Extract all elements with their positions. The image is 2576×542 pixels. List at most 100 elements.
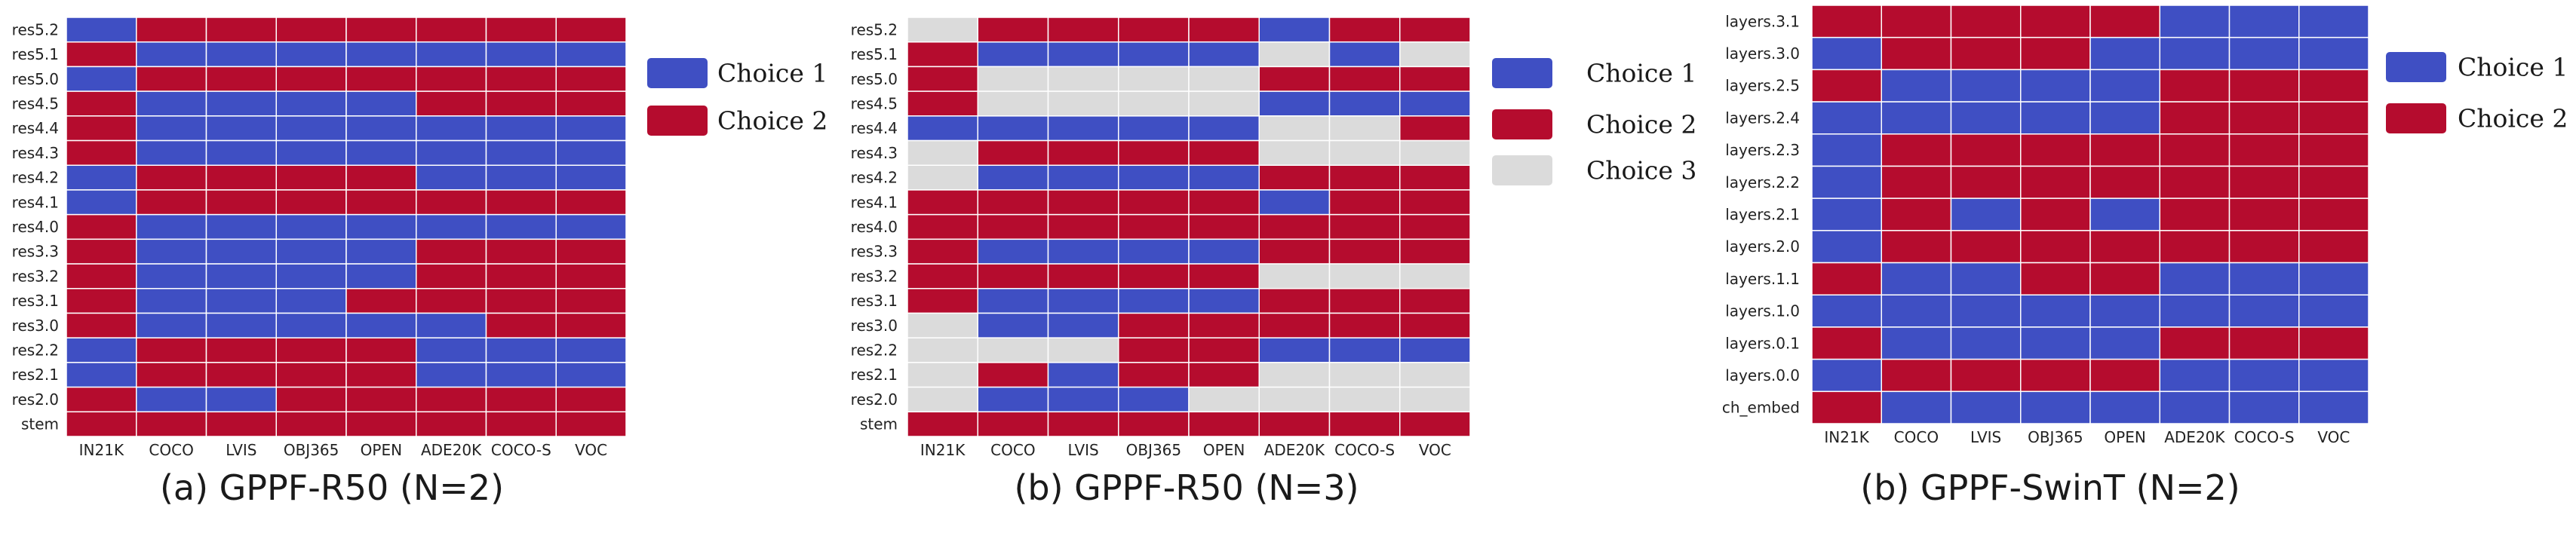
heatmap-cell-res2-1-obj365 bbox=[1118, 362, 1190, 388]
heatmap-cell-res5-1-in21k bbox=[907, 41, 978, 68]
row-tick-label-res4-2: res4.2 bbox=[12, 169, 59, 187]
heatmap-cell-res2-1-voc bbox=[1399, 362, 1471, 388]
heatmap-cell-layers-0-1-coco bbox=[1881, 326, 1952, 360]
heatmap-cell-res3-0-lvis bbox=[1047, 312, 1119, 338]
heatmap-cell-layers-0-1-ade20k bbox=[2159, 326, 2231, 360]
heatmap-cell-layers-3-1-coco-s bbox=[2228, 5, 2300, 38]
heatmap-cell-layers-2-0-obj365 bbox=[2020, 230, 2091, 264]
heatmap-cell-res2-0-coco bbox=[977, 386, 1049, 413]
heatmap-cell-res4-1-coco bbox=[136, 189, 207, 216]
heatmap-cell-layers-2-1-coco bbox=[1881, 198, 1952, 231]
row-tick-label-res5-0: res5.0 bbox=[12, 70, 59, 88]
heatmap-cell-res2-0-ade20k bbox=[1258, 386, 1331, 413]
column-tick-label-voc: VOC bbox=[2317, 428, 2350, 446]
legend: Choice 1 Choice 2 bbox=[647, 58, 827, 136]
heatmap-cell-res3-1-obj365 bbox=[1118, 288, 1190, 314]
heatmap-cell-res5-2-in21k bbox=[66, 17, 137, 43]
heatmap-cell-res2-1-coco-s bbox=[1328, 362, 1401, 388]
column-tick-label-open: OPEN bbox=[361, 441, 402, 459]
heatmap-cell-res4-1-ade20k bbox=[1258, 189, 1331, 216]
heatmap-cell-res4-0-obj365 bbox=[1118, 213, 1190, 240]
heatmap-cell-res5-1-obj365 bbox=[275, 41, 347, 68]
heatmap-cell-res2-0-in21k bbox=[66, 386, 137, 413]
heatmap-cell-res2-1-ade20k bbox=[1258, 362, 1331, 388]
heatmap-cell-res4-5-obj365 bbox=[1118, 90, 1190, 117]
heatmap-cell-stem-coco-s bbox=[1328, 411, 1401, 437]
row-tick-label-res3-3: res3.3 bbox=[12, 243, 59, 261]
legend-swatch-choice-2 bbox=[647, 106, 708, 136]
row-tick-label-res5-1: res5.1 bbox=[12, 45, 59, 63]
heatmap-cell-res2-1-voc bbox=[555, 362, 627, 388]
heatmap-cell-layers-3-0-coco bbox=[1881, 36, 1952, 71]
heatmap-cell-layers-2-0-coco bbox=[1881, 230, 1952, 264]
heatmap-cell-res4-4-in21k bbox=[907, 115, 978, 142]
heatmap-cell-layers-2-0-ade20k bbox=[2159, 230, 2231, 264]
legend-label-choice-1: Choice 1 bbox=[717, 59, 827, 88]
row-tick-label-res4-3: res4.3 bbox=[12, 144, 59, 162]
heatmap-cell-res5-1-open bbox=[1188, 41, 1260, 68]
heatmap-cell-res3-1-open bbox=[345, 288, 417, 314]
row-tick-label-layers-2-2: layers.2.2 bbox=[1725, 173, 1800, 191]
heatmap-cell-res3-0-coco bbox=[977, 312, 1049, 338]
heatmap-cell-res4-1-open bbox=[1188, 189, 1260, 216]
heatmap-cell-res4-0-obj365 bbox=[275, 213, 347, 240]
heatmap-cell-res3-0-coco-s bbox=[485, 312, 557, 338]
row-tick-label-stem: stem bbox=[21, 415, 59, 433]
heatmap-cell-layers-0-1-lvis bbox=[1950, 326, 2022, 360]
heatmap-cell-res2-1-in21k bbox=[907, 362, 978, 388]
heatmap-cell-res4-1-voc bbox=[1399, 189, 1471, 216]
heatmap-cell-res4-5-in21k bbox=[66, 90, 137, 117]
heatmap-cell-res4-1-in21k bbox=[66, 189, 137, 216]
heatmap-cell-res2-0-obj365 bbox=[1118, 386, 1190, 413]
heatmap-cell-res3-0-obj365 bbox=[1118, 312, 1190, 338]
heatmap-cell-res4-1-lvis bbox=[1047, 189, 1119, 216]
heatmap-cell-res2-2-in21k bbox=[66, 337, 137, 363]
heatmap-cell-layers-2-2-voc bbox=[2298, 165, 2369, 199]
heatmap-cell-res3-3-coco bbox=[136, 238, 207, 265]
row-tick-label-res2-2: res2.2 bbox=[12, 341, 59, 360]
heatmap-cell-res2-1-open bbox=[345, 362, 417, 388]
heatmap-cell-layers-2-0-voc bbox=[2298, 230, 2369, 264]
heatmap-cell-layers-1-1-lvis bbox=[1950, 262, 2022, 295]
heatmap-cell-layers-3-1-obj365 bbox=[2020, 5, 2091, 38]
heatmap-cell-res3-2-open bbox=[1188, 263, 1260, 289]
heatmap-cell-res3-1-voc bbox=[555, 288, 627, 314]
heatmap-cell-res3-0-coco-s bbox=[1328, 312, 1401, 338]
heatmap-cell-layers-2-1-ade20k bbox=[2159, 198, 2231, 231]
heatmap-cell-layers-3-1-lvis bbox=[1950, 5, 2022, 38]
heatmap-cell-res3-3-obj365 bbox=[1118, 238, 1190, 265]
heatmap-cell-res4-3-open bbox=[1188, 139, 1260, 166]
panel-caption: (b) GPPF-SwinT (N=2) bbox=[1860, 467, 2240, 508]
legend-swatch-choice-2 bbox=[1492, 109, 1552, 139]
row-tick-label-res4-3: res4.3 bbox=[851, 144, 898, 162]
column-tick-label-in21k: IN21K bbox=[920, 441, 966, 459]
heatmap-cell-layers-1-1-obj365 bbox=[2020, 262, 2091, 295]
heatmap-cell-res2-2-lvis bbox=[1047, 337, 1119, 363]
heatmap-cell-res2-0-lvis bbox=[205, 386, 277, 413]
heatmap-cell-res4-3-in21k bbox=[907, 139, 978, 166]
heatmap-cell-res3-3-lvis bbox=[1047, 238, 1119, 265]
heatmap-cell-res4-3-lvis bbox=[1047, 139, 1119, 166]
heatmap-cell-res4-5-coco-s bbox=[485, 90, 557, 117]
heatmap-cell-res2-2-obj365 bbox=[275, 337, 347, 363]
heatmap-cell-res3-1-obj365 bbox=[275, 288, 347, 314]
row-tick-label-res2-0: res2.0 bbox=[12, 390, 59, 409]
heatmap-cell-res5-2-open bbox=[345, 17, 417, 43]
heatmap-cell-res4-5-voc bbox=[1399, 90, 1471, 117]
heatmap-cell-res2-2-voc bbox=[1399, 337, 1471, 363]
heatmap-cell-ch-embed-in21k bbox=[1811, 390, 1882, 424]
heatmap-cell-res5-0-coco-s bbox=[485, 66, 557, 92]
heatmap-cell-layers-2-4-ade20k bbox=[2159, 101, 2231, 135]
heatmap-cell-res2-1-coco-s bbox=[485, 362, 557, 388]
heatmap-cell-res5-2-voc bbox=[1399, 17, 1471, 43]
heatmap-cell-layers-1-1-voc bbox=[2298, 262, 2369, 295]
heatmap-cell-stem-voc bbox=[1399, 411, 1471, 437]
heatmap-cell-layers-3-0-coco-s bbox=[2228, 36, 2300, 71]
heatmap-cell-res5-0-obj365 bbox=[275, 66, 347, 92]
heatmap-cell-res2-1-open bbox=[1188, 362, 1260, 388]
heatmap-cell-layers-2-4-lvis bbox=[1950, 101, 2022, 135]
row-tick-label-layers-2-1: layers.2.1 bbox=[1725, 206, 1800, 224]
heatmap-cell-res5-2-coco bbox=[136, 17, 207, 43]
heatmap-cell-res4-5-coco bbox=[977, 90, 1049, 117]
column-tick-label-coco: COCO bbox=[1894, 428, 1939, 446]
